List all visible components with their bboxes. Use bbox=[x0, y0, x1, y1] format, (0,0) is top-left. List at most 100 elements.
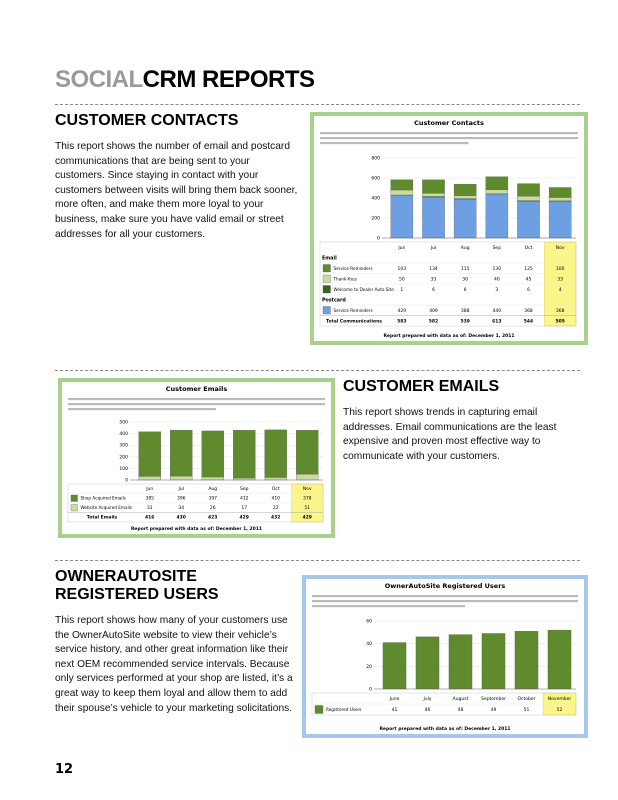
section-heading: CUSTOMER EMAILS bbox=[343, 378, 500, 395]
table-value: 100 bbox=[556, 266, 565, 272]
group-label: Postcard bbox=[322, 297, 346, 303]
y-tick-label: 600 bbox=[371, 176, 380, 182]
legend-label: Thank-Yous bbox=[333, 276, 357, 281]
table-value: 33 bbox=[557, 276, 563, 282]
total-value: 429 bbox=[303, 515, 312, 521]
total-value: 430 bbox=[177, 515, 186, 521]
legend-swatch bbox=[322, 285, 331, 294]
table-value: 46 bbox=[425, 707, 431, 713]
column-header: June bbox=[389, 696, 400, 702]
report-title: Customer Emails bbox=[166, 385, 228, 393]
total-value: 432 bbox=[271, 515, 280, 521]
total-value: 429 bbox=[240, 515, 249, 521]
table-value: 6 bbox=[464, 287, 467, 293]
table-value: 51 bbox=[524, 707, 530, 713]
total-label: Total Emails bbox=[87, 515, 118, 521]
report-footer: Report prepared with data as of: Decembe… bbox=[379, 726, 510, 732]
table-value: 115 bbox=[461, 266, 470, 272]
table-value: 134 bbox=[429, 266, 438, 272]
table-value: 26 bbox=[210, 505, 216, 511]
y-tick-label: 400 bbox=[119, 431, 128, 437]
table-value: 385 bbox=[145, 496, 154, 502]
section-body: This report shows the number of email an… bbox=[55, 141, 298, 240]
total-value: 539 bbox=[460, 318, 469, 324]
bar-segment bbox=[233, 477, 256, 481]
report-footer: Report prepared with data as of: Decembe… bbox=[131, 526, 262, 532]
legend-label: Shop Acquired Emails bbox=[81, 496, 126, 501]
bar-segment bbox=[264, 477, 287, 481]
bar-segment bbox=[517, 201, 540, 239]
bar-segment bbox=[547, 629, 572, 690]
legend-label: Service Reminders bbox=[334, 266, 373, 271]
y-tick-label: 0 bbox=[369, 687, 372, 693]
table-value: 30 bbox=[462, 276, 468, 282]
table-value: 429 bbox=[398, 308, 407, 314]
report-thumbnail: OwnerAutoSite Registered Users 0 20 40 60 Jun… bbox=[302, 575, 588, 738]
report-footer: Report prepared with data as of: Decembe… bbox=[383, 333, 514, 339]
y-tick-label: 200 bbox=[371, 216, 380, 222]
table-value: 41 bbox=[392, 707, 398, 713]
bar-segment bbox=[453, 195, 477, 199]
legend-swatch bbox=[70, 494, 78, 502]
section-body: This report shows how many of your custo… bbox=[55, 615, 293, 714]
legend-label: Registered Users bbox=[326, 707, 361, 712]
bar-segment bbox=[422, 193, 445, 197]
column-header: Oct bbox=[272, 486, 280, 492]
column-header: Jul bbox=[430, 245, 436, 251]
table-value: 50 bbox=[399, 276, 405, 282]
section-heading: OWNERAUTOSITE REGISTERED USERS bbox=[55, 568, 219, 603]
description-line bbox=[68, 398, 325, 401]
column-header: Sep bbox=[240, 486, 249, 492]
bar-segment bbox=[422, 196, 445, 239]
column-header: November bbox=[548, 696, 572, 702]
table-value: 45 bbox=[526, 276, 532, 282]
y-tick-label: 500 bbox=[119, 420, 128, 426]
legend-swatch bbox=[322, 264, 331, 273]
report: Customer Contacts 0 200 400 600 800 Jun Jul Aug S… bbox=[319, 119, 578, 339]
total-value: 583 bbox=[397, 318, 406, 324]
y-tick-label: 200 bbox=[119, 454, 128, 460]
table-value: 378 bbox=[303, 496, 312, 502]
table-value: 368 bbox=[556, 308, 565, 314]
table-value: 48 bbox=[458, 707, 464, 713]
description-line bbox=[312, 595, 578, 598]
report-thumbnail: Customer Emails 0 100 200 300 400 500 Jun Jul Aug… bbox=[58, 378, 335, 538]
bar-segment bbox=[390, 194, 414, 239]
description-line bbox=[312, 600, 578, 603]
table-value: 17 bbox=[241, 505, 247, 511]
bar-segment bbox=[390, 189, 414, 196]
description-line bbox=[320, 132, 578, 135]
bar-segment bbox=[453, 183, 477, 196]
y-tick-label: 40 bbox=[366, 641, 372, 647]
section-body: This report shows trends in capturing em… bbox=[343, 407, 557, 462]
bar-segment bbox=[138, 431, 161, 477]
table-value: 4 bbox=[559, 287, 562, 293]
y-tick-label: 100 bbox=[119, 466, 128, 472]
bar-segment bbox=[485, 176, 509, 190]
table-value: 103 bbox=[398, 266, 407, 272]
table-value: 22 bbox=[273, 505, 279, 511]
column-header: Aug bbox=[461, 245, 470, 251]
column-header: Aug bbox=[208, 486, 217, 492]
table-value: 412 bbox=[240, 496, 249, 502]
total-value: 505 bbox=[555, 318, 564, 324]
total-label: Total Communications bbox=[326, 318, 382, 324]
y-tick-label: 20 bbox=[366, 664, 372, 670]
bar-segment bbox=[390, 179, 414, 191]
description-line bbox=[68, 403, 325, 406]
section-heading: CUSTOMER CONTACTS bbox=[55, 112, 239, 129]
bar-segment bbox=[514, 631, 539, 690]
column-header: Nov bbox=[556, 245, 565, 251]
table-value: 51 bbox=[304, 505, 310, 511]
report: OwnerAutoSite Registered Users 0 20 40 60 Jun… bbox=[311, 582, 578, 732]
y-tick-label: 0 bbox=[125, 478, 128, 484]
report-title: OwnerAutoSite Registered Users bbox=[385, 582, 506, 590]
bar-segment bbox=[481, 633, 506, 690]
legend-swatch bbox=[70, 504, 78, 512]
table-value: 409 bbox=[429, 308, 438, 314]
column-header: September bbox=[481, 696, 506, 702]
column-header: August bbox=[453, 696, 469, 702]
group-label: Email bbox=[322, 255, 337, 261]
page-number: 12 bbox=[55, 762, 74, 777]
